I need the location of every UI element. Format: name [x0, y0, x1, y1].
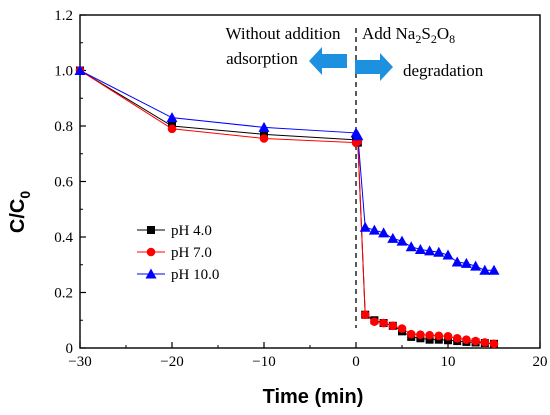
series-line-ph-4-0 — [79, 70, 495, 345]
data-point-ph-10-0 — [387, 232, 399, 243]
data-point-ph-7-0 — [379, 318, 388, 328]
data-point-ph-10-0 — [479, 264, 491, 275]
data-point-ph-10-0 — [488, 264, 500, 275]
data-point-ph-10-0 — [166, 112, 178, 123]
data-point-ph-10-0 — [359, 221, 371, 232]
data-point-ph-7-0 — [471, 336, 480, 346]
legend-marker-ph-7-0 — [146, 247, 156, 257]
y-tick-label: 0.2 — [54, 286, 73, 302]
data-point-ph-7-0 — [416, 330, 425, 339]
data-point-ph-7-0 — [388, 321, 398, 331]
data-point-ph-10-0 — [451, 256, 463, 267]
x-tick-label: −10 — [252, 354, 275, 370]
data-point-ph-7-0 — [167, 124, 177, 134]
right-arrow-icon — [355, 53, 393, 81]
data-point-ph-7-0 — [360, 310, 370, 320]
annotation-right-sub2: 2 — [431, 32, 437, 46]
data-point-ph-7-0 — [259, 134, 269, 143]
y-tick-label: 1.0 — [54, 64, 73, 80]
y-tick-label: 1.2 — [54, 8, 73, 24]
y-axis-title: C/C0 — [7, 191, 33, 233]
data-point-ph-7-0 — [425, 330, 434, 340]
data-point-ph-10-0 — [74, 65, 86, 75]
data-point-ph-7-0 — [489, 339, 499, 349]
series-line-ph-7-0 — [79, 70, 495, 345]
legend-marker-ph-4-0 — [147, 226, 155, 234]
x-tick-label: 0 — [352, 354, 360, 370]
data-point-ph-10-0 — [424, 245, 436, 256]
data-point-ph-7-0 — [452, 333, 462, 343]
data-point-ph-4-0 — [425, 335, 434, 344]
legend: pH 4.0 pH 7.0 pH 10.0 — [137, 223, 219, 283]
data-point-ph-10-0 — [378, 227, 390, 238]
axis-ticks: −30 −20 −10 0 10 20 0 0.2 0.4 0.6 0.8 1.0 1.2 — [54, 8, 547, 370]
data-point-ph-10-0 — [460, 257, 472, 268]
data-point-ph-10-0 — [442, 249, 454, 260]
annotation-right-mid2: O — [437, 24, 449, 43]
y-axis-title-main: C/C — [7, 199, 29, 233]
data-point-ph-10-0 — [433, 246, 445, 257]
data-point-ph-7-0 — [406, 329, 416, 339]
legend-marker-ph-10-0 — [145, 268, 157, 279]
x-tick-label: −20 — [160, 354, 183, 370]
data-point-ph-7-0 — [443, 332, 453, 341]
annotation-right-prefix: Add Na — [362, 24, 416, 43]
series-markers — [74, 65, 500, 349]
data-point-ph-10-0 — [368, 224, 380, 235]
legend-label-ph-7-0: pH 7.0 — [171, 245, 212, 261]
y-axis-title-sub: 0 — [17, 191, 33, 199]
x-axis-title: Time (min) — [263, 386, 364, 408]
data-point-ph-7-0 — [434, 331, 444, 341]
legend-label-ph-10-0: pH 10.0 — [171, 267, 219, 283]
annotation-right-mid1: S — [421, 24, 430, 43]
x-tick-label: 20 — [533, 354, 548, 370]
y-tick-label: 0 — [66, 341, 74, 357]
annotation-left-line1: Without addition — [226, 24, 341, 43]
y-tick-label: 0.4 — [54, 230, 73, 246]
y-tick-label: 0.8 — [54, 119, 73, 135]
left-arrow-icon — [309, 47, 347, 75]
legend-label-ph-4-0: pH 4.0 — [171, 223, 212, 239]
data-point-ph-7-0 — [397, 324, 407, 333]
data-point-ph-10-0 — [405, 241, 417, 252]
annotation-right-line1: Add Na2S2O8 — [362, 24, 455, 46]
y-tick-label: 0.6 — [54, 175, 73, 191]
data-point-ph-7-0 — [480, 338, 490, 347]
annotation-right-line2: degradation — [403, 61, 484, 80]
data-point-ph-10-0 — [470, 260, 482, 271]
data-point-ph-10-0 — [258, 121, 270, 132]
series-lines — [79, 70, 495, 345]
annotation-left-line2: adsorption — [226, 49, 298, 68]
data-point-ph-7-0 — [370, 317, 379, 326]
x-tick-label: −30 — [68, 354, 91, 370]
x-tick-label: 10 — [441, 354, 456, 370]
series-line-ph-10-0 — [79, 70, 494, 271]
data-point-ph-7-0 — [462, 335, 471, 344]
data-point-ph-10-0 — [396, 235, 408, 246]
annotation-right-sub1: 2 — [415, 32, 421, 46]
annotation-right-sub3: 8 — [449, 32, 455, 46]
data-point-ph-10-0 — [352, 130, 364, 141]
data-point-ph-10-0 — [414, 243, 426, 254]
